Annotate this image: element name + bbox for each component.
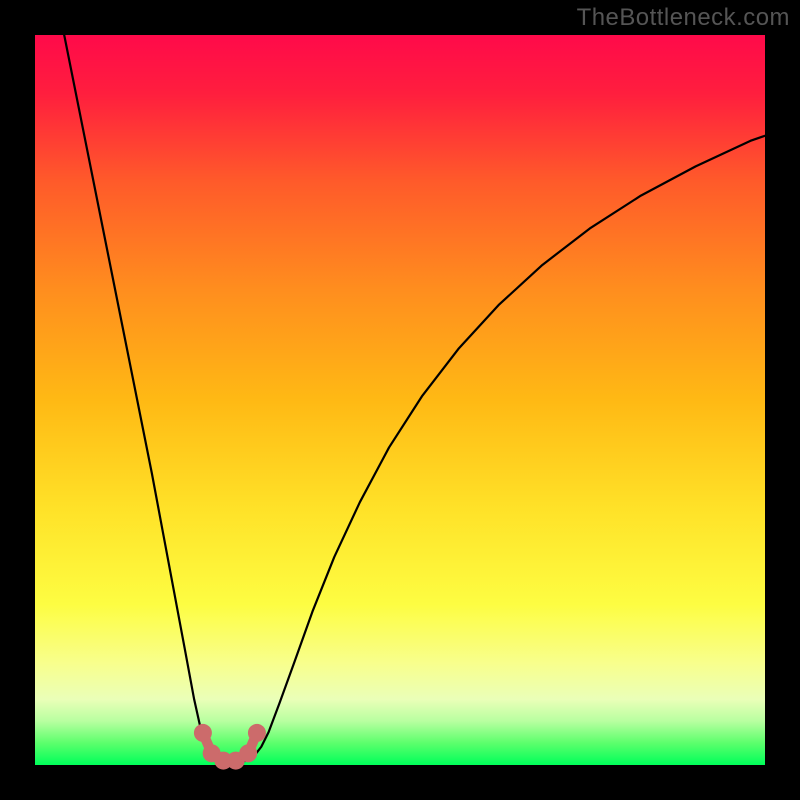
chart-root: TheBottleneck.com: [0, 0, 800, 800]
watermark-text: TheBottleneck.com: [577, 4, 790, 32]
gradient-background: [35, 35, 765, 765]
